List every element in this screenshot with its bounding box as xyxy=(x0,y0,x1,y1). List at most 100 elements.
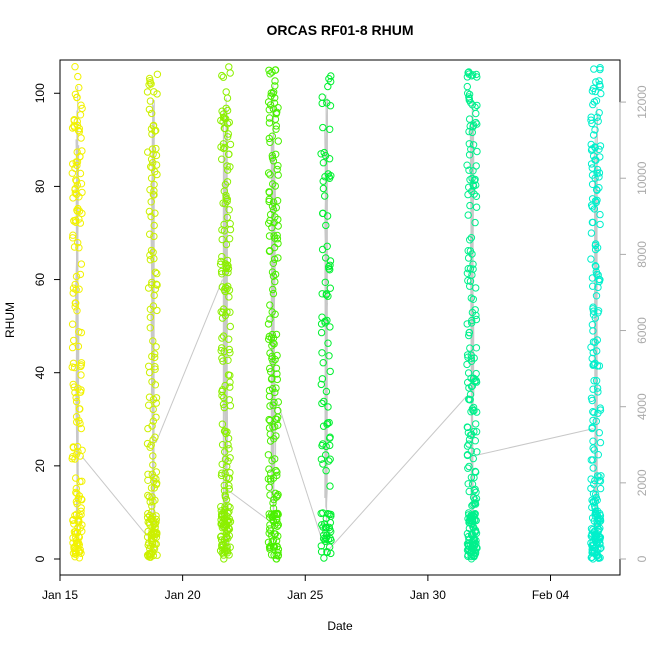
data-point xyxy=(465,68,473,76)
flight-trace xyxy=(469,97,475,554)
data-point xyxy=(594,519,602,528)
data-point xyxy=(472,529,481,537)
data-point xyxy=(73,190,81,198)
data-point xyxy=(471,306,479,314)
data-point xyxy=(146,77,154,85)
data-point xyxy=(469,121,478,130)
data-point xyxy=(324,403,332,411)
data-point xyxy=(221,143,229,152)
data-point xyxy=(327,172,335,180)
data-point xyxy=(472,284,480,292)
data-point xyxy=(270,398,278,407)
data-point xyxy=(473,73,481,81)
data-point xyxy=(219,73,228,81)
data-point xyxy=(149,540,157,548)
data-point xyxy=(224,262,232,270)
data-point xyxy=(148,109,156,118)
data-point xyxy=(271,355,279,364)
data-point xyxy=(147,174,156,182)
data-point xyxy=(223,213,232,222)
data-point xyxy=(596,65,604,74)
data-point xyxy=(470,407,478,415)
y-tick-label: 100 xyxy=(33,83,47,103)
data-point xyxy=(226,308,234,316)
data-point xyxy=(219,110,228,118)
data-point xyxy=(71,164,79,173)
data-point xyxy=(472,192,481,201)
data-point xyxy=(465,435,474,444)
data-point xyxy=(222,544,230,552)
data-point xyxy=(72,484,81,493)
data-point xyxy=(225,481,233,490)
data-point xyxy=(150,232,158,241)
data-point xyxy=(267,375,276,383)
data-point xyxy=(268,68,276,76)
data-point xyxy=(465,166,473,174)
data-point xyxy=(465,524,474,533)
data-point xyxy=(271,66,280,74)
data-point xyxy=(217,520,225,528)
data-point xyxy=(589,555,597,563)
data-point xyxy=(589,416,597,425)
data-point xyxy=(77,424,86,433)
data-point xyxy=(594,307,603,315)
data-point xyxy=(273,351,281,360)
data-point xyxy=(268,151,276,160)
data-point xyxy=(589,307,598,315)
data-point xyxy=(151,540,159,548)
data-point xyxy=(589,444,597,452)
y2-tick-label: 12000 xyxy=(635,85,649,119)
data-point xyxy=(221,455,230,463)
data-point xyxy=(265,134,273,143)
data-point xyxy=(218,226,226,234)
data-point xyxy=(265,335,273,343)
data-point xyxy=(72,299,80,307)
data-point xyxy=(596,80,604,89)
data-point xyxy=(69,443,78,451)
data-point xyxy=(266,171,274,179)
data-point xyxy=(589,490,598,498)
data-point xyxy=(74,239,82,247)
data-point xyxy=(270,232,278,240)
data-point xyxy=(473,448,481,456)
data-point xyxy=(148,378,156,386)
data-point xyxy=(269,289,278,298)
data-point xyxy=(273,542,281,551)
data-point xyxy=(268,202,277,211)
data-point xyxy=(470,176,479,185)
data-point xyxy=(225,63,233,71)
data-point xyxy=(268,330,276,339)
connector-line xyxy=(470,428,594,458)
data-point xyxy=(587,394,596,402)
data-point xyxy=(467,552,475,561)
data-point xyxy=(319,209,327,218)
data-point xyxy=(593,336,601,344)
data-point xyxy=(267,551,276,559)
data-point xyxy=(472,203,481,211)
data-point xyxy=(73,307,81,315)
data-point xyxy=(226,503,234,512)
data-point xyxy=(465,329,473,337)
data-point xyxy=(269,504,278,512)
data-point xyxy=(327,72,335,80)
data-point xyxy=(146,256,155,264)
data-point xyxy=(592,539,601,547)
data-point xyxy=(153,551,161,559)
data-point xyxy=(473,120,481,128)
data-point xyxy=(319,184,328,193)
data-point xyxy=(264,169,273,177)
data-point xyxy=(595,476,603,485)
data-point xyxy=(217,257,225,266)
data-point xyxy=(326,266,334,274)
data-point xyxy=(226,402,235,410)
connector-line xyxy=(226,488,271,523)
data-point xyxy=(465,151,474,159)
data-point xyxy=(593,347,601,355)
data-point xyxy=(317,548,326,556)
connector-lines xyxy=(81,279,594,551)
data-point xyxy=(272,125,280,133)
x-axis-label: Date xyxy=(327,619,353,633)
data-point xyxy=(222,474,231,482)
data-point xyxy=(152,343,160,351)
data-point xyxy=(153,70,162,79)
